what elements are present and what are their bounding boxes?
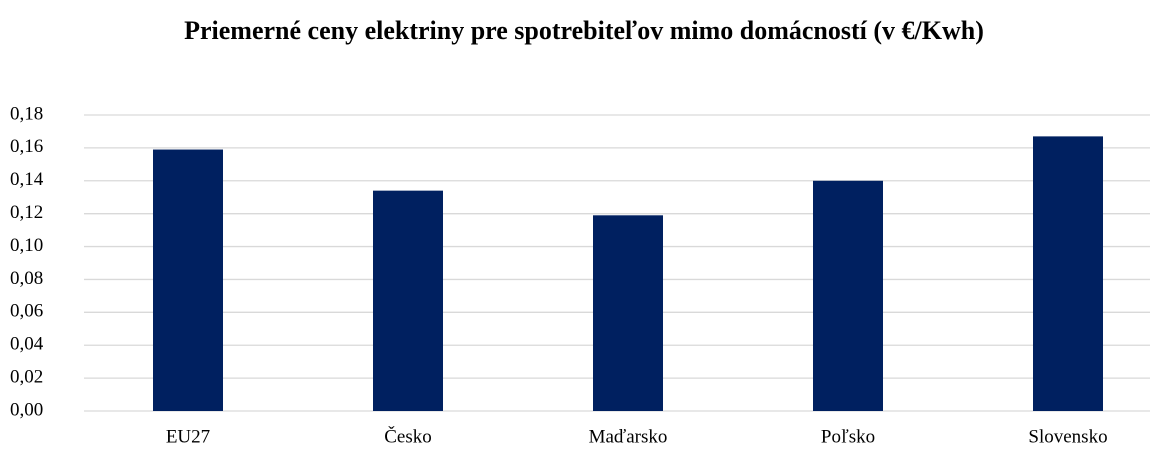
chart-title: Priemerné ceny elektriny pre spotrebiteľ… [184,16,984,45]
y-tick-label: 0,16 [10,136,43,157]
y-tick-label: 0,08 [10,268,43,289]
x-tick-label: Maďarsko [589,426,668,447]
bar [1033,136,1103,411]
y-tick-label: 0,10 [10,235,43,256]
y-tick-label: 0,04 [10,334,44,355]
bar [593,215,663,411]
x-tick-label: Poľsko [821,426,875,447]
x-tick-label: Česko [384,425,432,447]
y-tick-label: 0,14 [10,169,44,190]
x-tick-label: Slovensko [1028,426,1107,447]
y-tick-label: 0,18 [10,103,43,124]
x-tick-label: EU27 [166,426,210,447]
y-tick-label: 0,12 [10,202,43,223]
bar [153,149,223,412]
bar [373,190,443,411]
y-tick-label: 0,06 [10,301,43,322]
y-tick-label: 0,00 [10,399,43,420]
y-tick-label: 0,02 [10,366,43,387]
bar [813,180,883,411]
